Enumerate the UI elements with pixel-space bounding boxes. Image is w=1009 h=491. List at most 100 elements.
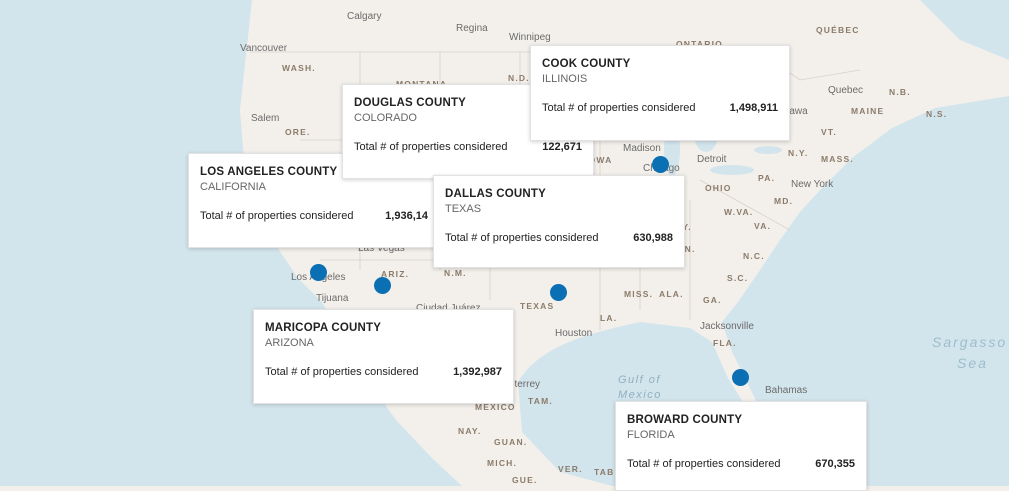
map-label: N.C. <box>743 251 765 261</box>
county-name: BROWARD COUNTY <box>627 414 743 426</box>
labels: Calgary Regina Winnipeg ONTARIO QUÉBEC V… <box>240 11 1007 485</box>
map-label: Bahamas <box>765 385 807 396</box>
map-label: MÉXICO <box>475 402 516 412</box>
map-label: Salem <box>251 113 279 124</box>
county-name: COOK COUNTY <box>542 58 631 70</box>
map-label: TEXAS <box>520 301 554 311</box>
map-label: MICH. <box>487 458 517 468</box>
metric-label: Total # of properties considered <box>627 458 781 470</box>
map-label: Las Vegas <box>358 243 405 254</box>
metric-label: Total # of properties considered <box>200 210 354 222</box>
map-label: MASS. <box>821 154 854 164</box>
map-marker[interactable] <box>652 156 669 173</box>
map-label: GA. <box>703 295 722 305</box>
bay <box>920 0 1009 60</box>
map-label: VA. <box>754 221 771 231</box>
lake-erie <box>710 165 754 175</box>
state-name: ARIZONA <box>265 337 314 349</box>
map-label: Regina <box>456 23 488 34</box>
metric-row: Total # of properties considered 1,498,91… <box>542 102 778 114</box>
map-label: Ottawa <box>776 106 808 117</box>
map-label: Gulf of <box>618 374 661 386</box>
map-label: MISS. <box>624 289 653 299</box>
map-label: Winnipeg <box>509 32 551 43</box>
map-label: OHIO <box>705 183 732 193</box>
map-label: VT. <box>821 127 837 137</box>
metric-row: Total # of properties considered 670,355 <box>627 458 855 470</box>
metric-label: Total # of properties considered <box>265 366 419 378</box>
county-name: DALLAS COUNTY <box>445 188 546 200</box>
metric-label: Total # of properties considered <box>354 141 508 153</box>
popup: LOS ANGELES COUNTY CALIFORNIA Total # of p… <box>188 153 440 248</box>
popup: DALLAS COUNTY TEXAS Total # of properties … <box>433 175 685 268</box>
map-label: N.Y. <box>788 148 808 158</box>
map-marker[interactable] <box>374 277 391 294</box>
popup: BROWARD COUNTY FLORIDA Total # of properti… <box>615 401 867 491</box>
map-label: TAM. <box>528 396 553 406</box>
map-label: LA. <box>600 313 617 323</box>
map-label: Calgary <box>347 11 381 22</box>
map-label: PA. <box>758 173 775 183</box>
map-label: MAINE <box>851 106 884 116</box>
map-marker[interactable] <box>550 284 567 301</box>
map-label: N.B. <box>889 87 911 97</box>
map-label: GUAN. <box>494 437 527 447</box>
map-label: Detroit <box>697 154 727 165</box>
metric-value: 1,936,14 <box>385 210 428 222</box>
map-label: N.D. <box>508 73 530 83</box>
map-label: Quebec <box>828 85 863 96</box>
county-name: LOS ANGELES COUNTY <box>200 166 338 178</box>
map-label: MD. <box>774 196 793 206</box>
metric-row: Total # of properties considered 1,936,14 <box>200 210 428 222</box>
map-marker[interactable] <box>310 264 327 281</box>
map-label: ORE. <box>285 127 311 137</box>
metric-value: 1,392,987 <box>453 366 502 378</box>
map-label: ARIZ. <box>381 269 409 279</box>
metric-label: Total # of properties considered <box>445 232 599 244</box>
county-name: MARICOPA COUNTY <box>265 322 382 334</box>
map-label: Tijuana <box>316 293 349 304</box>
map-label: WASH. <box>282 63 316 73</box>
map-label: ALA. <box>659 289 684 299</box>
map-label: Vancouver <box>240 43 288 54</box>
map-label: TAB <box>594 467 614 477</box>
state-name: FLORIDA <box>627 429 675 441</box>
map-label: Jacksonville <box>700 321 754 332</box>
popup: MARICOPA COUNTY ARIZONA Total # of propert… <box>253 309 514 404</box>
map-label: Ciudad Juárez <box>416 303 480 314</box>
map-label: FLA. <box>713 338 737 348</box>
state-name: TEXAS <box>445 203 482 215</box>
map-label: QUÉBEC <box>816 25 860 35</box>
map-label: Houston <box>555 328 592 339</box>
map-label: Sea <box>957 355 988 371</box>
metric-value: 122,671 <box>542 141 582 153</box>
state-name: CALIFORNIA <box>200 181 267 193</box>
map-label: GUE. <box>512 475 538 485</box>
atlantic-ocean <box>722 96 1009 486</box>
state-name: COLORADO <box>354 112 417 124</box>
map-label: NAY. <box>458 426 481 436</box>
map-label: IOWA <box>585 155 612 165</box>
state-name: ILLINOIS <box>542 73 588 85</box>
map-label: N.S. <box>926 109 947 119</box>
popup: COOK COUNTY ILLINOIS Total # of properties… <box>530 45 790 141</box>
metric-value: 630,988 <box>633 232 673 244</box>
map-label: VER. <box>558 464 583 474</box>
metric-label: Total # of properties considered <box>542 102 696 114</box>
map-label: N.M. <box>444 268 467 278</box>
map-label: S.C. <box>727 273 748 283</box>
metric-value: 670,355 <box>815 458 855 470</box>
map-marker[interactable] <box>732 369 749 386</box>
map-label: New York <box>791 179 834 190</box>
map-label: Monterrey <box>495 379 540 390</box>
county-name: DOUGLAS COUNTY <box>354 97 467 109</box>
lake-ontario <box>754 146 782 154</box>
metric-row: Total # of properties considered 1,392,98… <box>265 366 502 378</box>
map-label: Mexico <box>618 389 662 401</box>
map-label: Sargasso <box>932 334 1007 350</box>
map-label: Madison <box>623 143 661 154</box>
metric-row: Total # of properties considered 122,671 <box>354 141 582 153</box>
map-label: W.VA. <box>724 207 753 217</box>
metric-row: Total # of properties considered 630,988 <box>445 232 673 244</box>
